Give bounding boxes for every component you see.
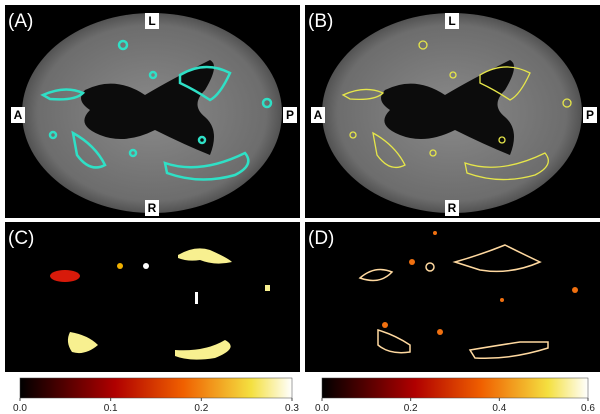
colorbar-c (20, 378, 292, 398)
colorbar-tick-label: 0.2 (194, 403, 208, 414)
panel-label: (D) (308, 228, 334, 249)
panel-b (305, 5, 600, 218)
colorbar-ticks: 0.0 0.1 0.2 0.3 0.0 0.2 0.4 0.6 (13, 398, 595, 414)
orientation-label: P (286, 108, 294, 122)
colorbar-tick-label: 0.2 (404, 403, 418, 414)
panel-label: (B) (308, 11, 333, 32)
orientation-label: A (314, 108, 323, 122)
colorbar-tick-label: 0.0 (13, 403, 27, 414)
colorbar-tick-label: 0.3 (285, 403, 299, 414)
panel-label: (A) (8, 11, 33, 32)
colorbar-tick-label: 0.0 (315, 403, 329, 414)
colorbar-tick-label: 0.6 (581, 403, 595, 414)
orientation-label: L (148, 14, 155, 28)
colorbar-tick-label: 0.1 (104, 403, 118, 414)
colorbar-tick-label: 0.4 (492, 403, 506, 414)
orientation-label: R (148, 201, 157, 215)
panel-label: (C) (8, 228, 34, 249)
orientation-label: A (14, 108, 23, 122)
panel-a (5, 5, 300, 218)
figure: 0.0 0.1 0.2 0.3 0.0 0.2 0.4 0.6 (A) L R A P (B) L R A P (… (0, 0, 600, 414)
orientation-label: R (448, 201, 457, 215)
colorbar-d (322, 378, 588, 398)
panel-d (305, 222, 600, 372)
orientation-label: L (448, 14, 455, 28)
panel-c (5, 222, 300, 372)
orientation-label: P (586, 108, 594, 122)
